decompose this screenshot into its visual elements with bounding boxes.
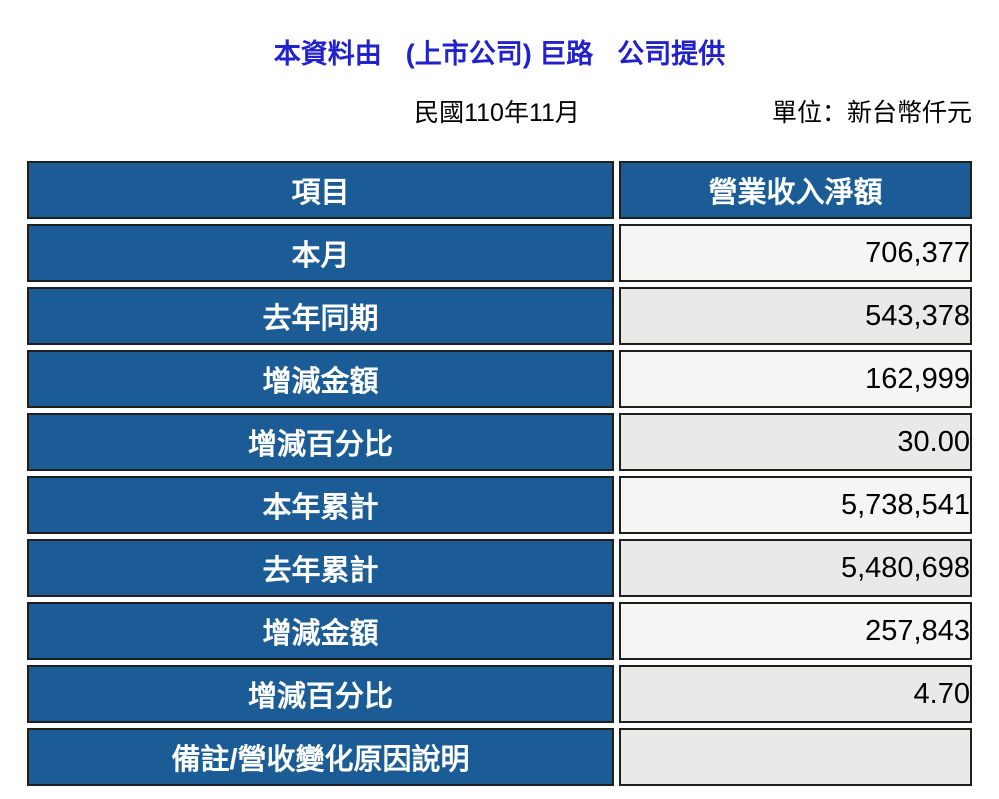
row-value: 4.70 <box>619 665 972 723</box>
unit-label: 單位：新台幣仟元 <box>771 99 972 127</box>
table-row: 增減金額 162,999 <box>27 350 972 408</box>
table-row: 增減百分比 4.70 <box>27 665 972 723</box>
table-header-row: 項目 營業收入淨額 <box>27 161 972 219</box>
table-row: 備註/營收變化原因說明 <box>27 728 972 786</box>
row-label: 備註/營收變化原因說明 <box>27 728 614 786</box>
report-period: 民國110年11月 <box>414 99 580 127</box>
revenue-table: 項目 營業收入淨額 本月 706,377 去年同期 543,378 增減金額 162,99… <box>22 156 977 791</box>
row-value: 30.00 <box>619 413 972 471</box>
title-suffix: 公司提供 <box>617 39 726 69</box>
row-value: 257,843 <box>619 602 972 660</box>
row-label: 本年累計 <box>27 476 614 534</box>
column-header-revenue: 營業收入淨額 <box>619 161 972 219</box>
row-label: 本月 <box>27 224 614 282</box>
row-label: 增減金額 <box>27 350 614 408</box>
table-row: 本年累計 5,738,541 <box>27 476 972 534</box>
company-name: (上市公司) 巨路 <box>405 39 594 69</box>
row-label: 增減百分比 <box>27 665 614 723</box>
row-value: 5,738,541 <box>619 476 972 534</box>
table-row: 增減金額 257,843 <box>27 602 972 660</box>
page-title: 本資料由 (上市公司) 巨路 公司提供 <box>22 32 977 71</box>
report-meta: 民國110年11月 單位：新台幣仟元 <box>22 93 972 127</box>
row-label: 增減百分比 <box>27 413 614 471</box>
table-row: 增減百分比 30.00 <box>27 413 972 471</box>
row-label: 去年同期 <box>27 287 614 345</box>
table-row: 去年同期 543,378 <box>27 287 972 345</box>
table-row: 本月 706,377 <box>27 224 972 282</box>
column-header-item: 項目 <box>27 161 614 219</box>
row-value <box>619 728 972 786</box>
row-value: 543,378 <box>619 287 972 345</box>
row-value: 162,999 <box>619 350 972 408</box>
table-row: 去年累計 5,480,698 <box>27 539 972 597</box>
row-label: 增減金額 <box>27 602 614 660</box>
title-prefix: 本資料由 <box>273 39 382 69</box>
row-value: 706,377 <box>619 224 972 282</box>
row-label: 去年累計 <box>27 539 614 597</box>
row-value: 5,480,698 <box>619 539 972 597</box>
